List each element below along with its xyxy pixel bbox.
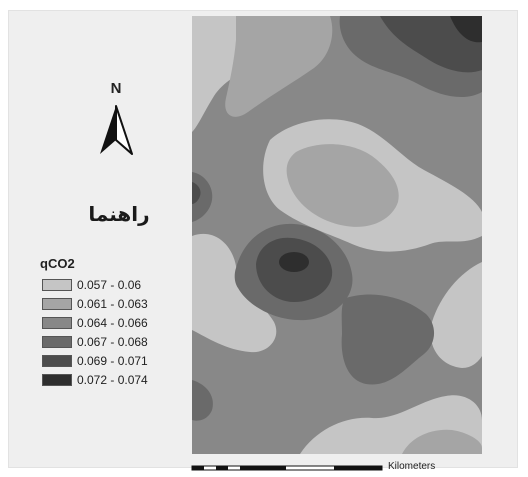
legend-item: 0.057 - 0.06: [42, 275, 148, 294]
legend-title: راهنما: [88, 202, 150, 226]
scale-unit-label: Kilometers: [388, 461, 436, 472]
zone-middark-right: [341, 294, 435, 385]
zone-midlight-center: [286, 144, 399, 227]
legend-label: 0.069 - 0.071: [77, 353, 148, 368]
north-label: N: [110, 80, 122, 97]
zone-light-left: [192, 233, 277, 353]
north-arrow-icon: [100, 105, 133, 155]
zone-middark-left: [192, 172, 213, 222]
legend-swatch: [42, 297, 72, 310]
legend-item: 0.072 - 0.074: [42, 370, 148, 389]
legend-item: 0.064 - 0.066: [42, 313, 148, 332]
zone-light-right: [430, 262, 482, 368]
zone-dark-topright: [380, 16, 482, 73]
scale-bar: [191, 465, 383, 471]
zone-middark-bottomleft: [192, 380, 213, 421]
legend-label: 0.061 - 0.063: [77, 296, 148, 311]
legend-label: 0.064 - 0.066: [77, 315, 148, 330]
zone-dark-left: [192, 182, 201, 204]
zone-midlight-bottom: [402, 429, 482, 454]
legend-label: 0.072 - 0.074: [77, 372, 148, 387]
legend-label: 0.067 - 0.068: [77, 334, 148, 349]
legend-list: 0.057 - 0.06 0.061 - 0.063 0.064 - 0.066…: [42, 275, 148, 389]
legend-swatch: [42, 354, 72, 367]
zone-darkest-topright: [450, 16, 482, 43]
zone-midlight-top: [225, 16, 333, 117]
legend-layer-name: qCO2: [40, 256, 75, 271]
legend-item: 0.069 - 0.071: [42, 351, 148, 370]
zone-darkest-core: [279, 252, 309, 272]
contour-map: [192, 16, 482, 454]
legend-item: 0.061 - 0.063: [42, 294, 148, 313]
legend-swatch: [42, 278, 72, 291]
legend-swatch: [42, 316, 72, 329]
legend-swatch: [42, 335, 72, 348]
legend-swatch: [42, 373, 72, 386]
legend-item: 0.067 - 0.068: [42, 332, 148, 351]
legend-label: 0.057 - 0.06: [77, 277, 142, 292]
